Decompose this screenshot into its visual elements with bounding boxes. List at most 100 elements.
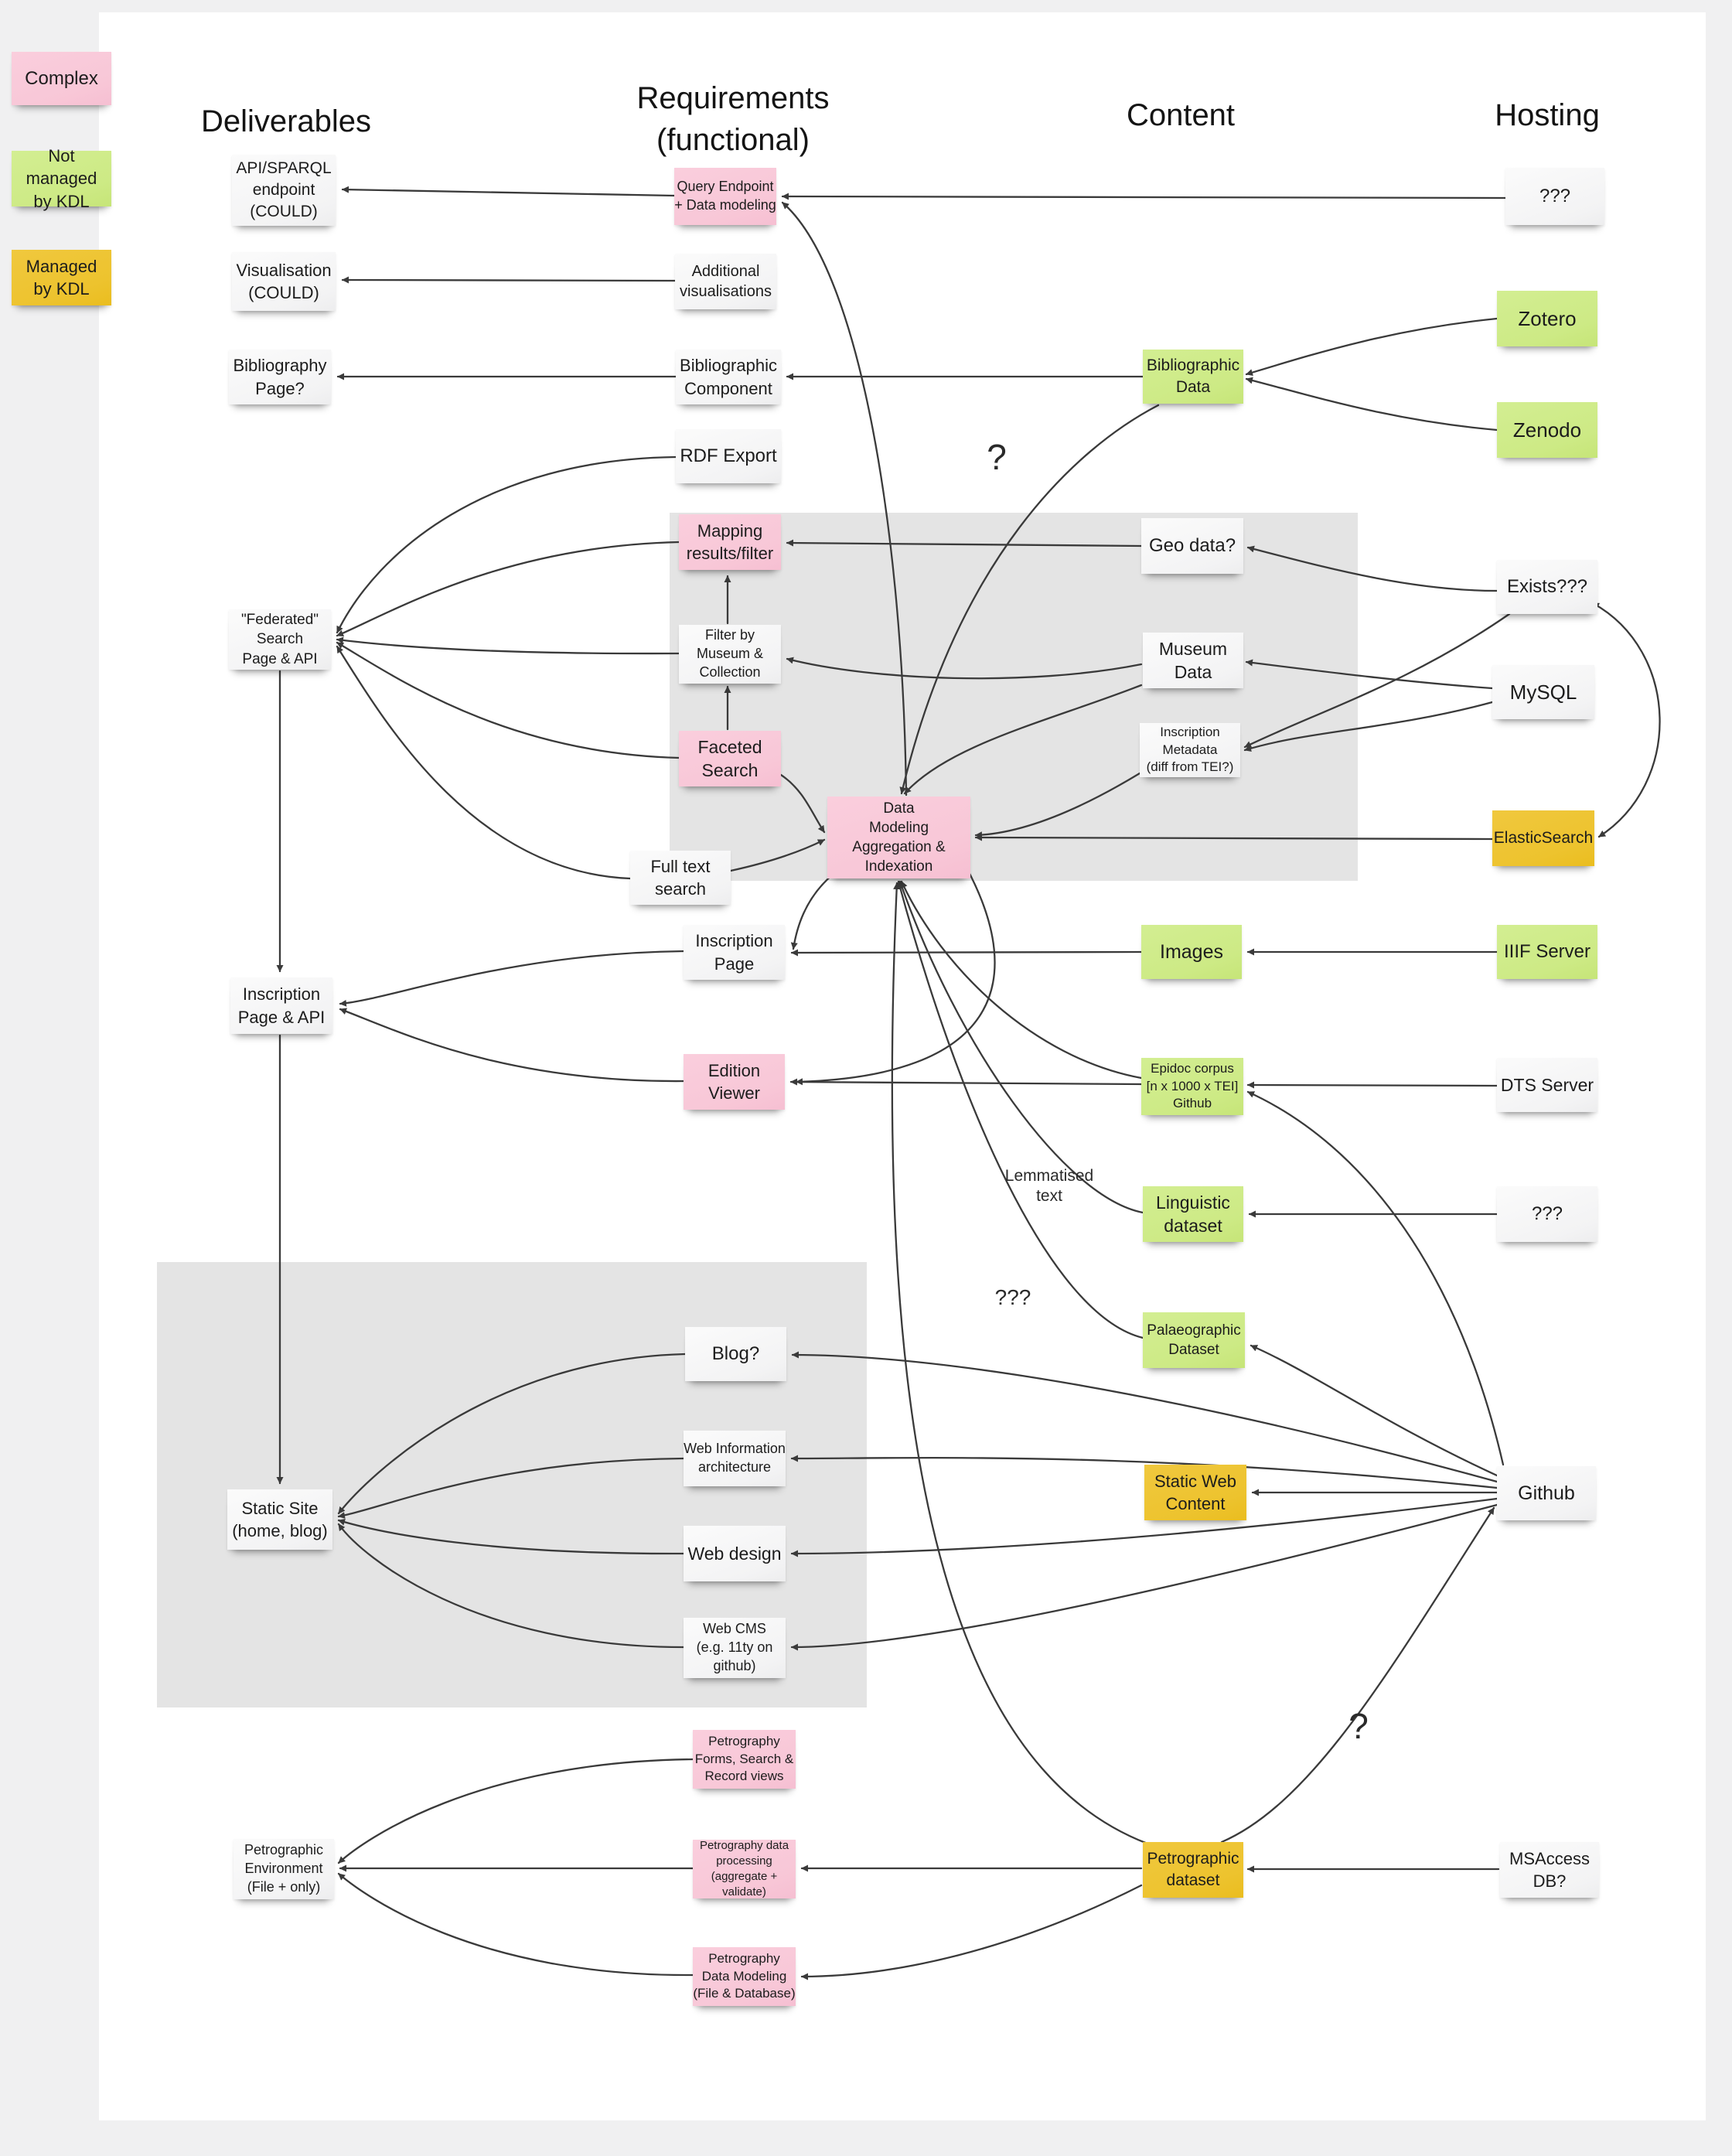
node-petrography-data-modeling[interactable]: Petrography Data Modeling (File & Databa… bbox=[693, 1947, 796, 2006]
edge-zenodo_to_bib-data bbox=[1245, 377, 1498, 432]
edge-dts_to_epidoc bbox=[1246, 1081, 1498, 1089]
node-filter-museum[interactable]: Filter by Museum & Collection bbox=[679, 625, 781, 684]
edge-web-cms_to_static-site bbox=[337, 1523, 685, 1649]
node-linguistic-dataset[interactable]: Linguistic dataset bbox=[1143, 1186, 1243, 1242]
edge-additional-vis_to_visualisation bbox=[341, 276, 677, 284]
node-web-cms[interactable]: Web CMS (e.g. 11ty on github) bbox=[684, 1618, 786, 1678]
legend-managed: Managed by KDL bbox=[12, 250, 111, 305]
node-bibliography-page[interactable]: Bibliography Page? bbox=[229, 350, 331, 404]
edge-github_to_blog bbox=[791, 1351, 1498, 1483]
edge-inscription-page_to_ip-api bbox=[339, 950, 685, 1007]
legend-not-managed: Not managed by KDL bbox=[12, 146, 111, 211]
edge-pet-dataset_to_data-modeling bbox=[891, 882, 1149, 1845]
node-images[interactable]: Images bbox=[1141, 925, 1242, 979]
node-data-modeling[interactable]: Data Modeling Aggregation & Indexation bbox=[827, 797, 970, 878]
edge-faceted_to_data-modeling bbox=[779, 773, 826, 834]
edge-data-modeling_to_edition-viewer bbox=[795, 866, 996, 1086]
edge-data-modeling_to_inscription-page bbox=[790, 872, 835, 950]
node-palaeographic-dataset[interactable]: Palaeographic Dataset bbox=[1143, 1312, 1245, 1368]
legend-complex: Complex bbox=[12, 52, 111, 105]
edge-fulltext_to_federated bbox=[336, 645, 632, 880]
node-full-text-search[interactable]: Full text search bbox=[630, 851, 731, 905]
node-inscription-page-api[interactable]: Inscription Page & API bbox=[230, 977, 332, 1034]
node-rdf-export[interactable]: RDF Export bbox=[676, 429, 781, 483]
edge-unknown-top_to_query-endpoint bbox=[781, 193, 1507, 200]
annotation-question-github-petrography: ? bbox=[1348, 1706, 1369, 1746]
node-exists[interactable]: Exists??? bbox=[1497, 560, 1597, 614]
edge-web-design_to_static-site bbox=[337, 1518, 685, 1555]
node-mysql[interactable]: MySQL bbox=[1492, 665, 1594, 719]
edge-museum-data_to_data-modeling bbox=[903, 684, 1143, 795]
node-geo-data[interactable]: Geo data? bbox=[1141, 518, 1243, 574]
edge-images_to_inscription-page bbox=[790, 949, 1143, 957]
node-api-sparql[interactable]: API/SPARQL endpoint (COULD) bbox=[232, 155, 336, 226]
node-museum-data[interactable]: Museum Data bbox=[1143, 633, 1243, 688]
node-federated-search[interactable]: "Federated" Search Page & API bbox=[229, 609, 331, 670]
edge-zotero_to_bib-data bbox=[1245, 317, 1498, 376]
node-faceted-search[interactable]: Faceted Search bbox=[679, 731, 781, 786]
node-mapping-results[interactable]: Mapping results/filter bbox=[679, 514, 781, 570]
edge-exists_elasticsearch_link bbox=[1591, 602, 1661, 838]
edge-faceted_to_federated bbox=[336, 641, 680, 759]
node-static-site[interactable]: Static Site (home, blog) bbox=[227, 1489, 332, 1550]
edge-fulltext_to_data-modeling bbox=[729, 838, 826, 872]
edge-blog_to_static-site bbox=[337, 1353, 687, 1515]
edge-github_to_palaeographic bbox=[1250, 1344, 1498, 1477]
edge-exists_to_geo-data bbox=[1246, 545, 1498, 592]
edge-pet-dataset_to_petrography-modeling bbox=[800, 1884, 1143, 1980]
edge-exists_to_inscription-metadata bbox=[1243, 612, 1511, 749]
edge-query-endpoint_to_api-sparql bbox=[341, 186, 676, 197]
edge-elasticsearch_to_data-modeling bbox=[974, 834, 1494, 841]
edge-geo-data_to_mapping bbox=[786, 539, 1143, 548]
edge-mysql_to_museum-data bbox=[1245, 659, 1494, 690]
edge-github_to_web-cms bbox=[790, 1503, 1498, 1651]
edge-mysql_to_inscription-metadata bbox=[1243, 701, 1494, 752]
node-inscription-metadata[interactable]: Inscription Metadata (diff from TEI?) bbox=[1140, 723, 1240, 777]
edge-palaeographic_to_data-modeling bbox=[896, 880, 1144, 1339]
annotation-question-bibdata: ? bbox=[987, 437, 1007, 477]
node-web-info-architecture[interactable]: Web Information architecture bbox=[684, 1431, 786, 1486]
edge-petrography-modeling_to_pet-env bbox=[337, 1872, 694, 1977]
edge-github_to_web-info bbox=[790, 1455, 1498, 1489]
edge-epidoc_to_edition-viewer bbox=[789, 1078, 1143, 1086]
node-msaccess-db[interactable]: MSAccess DB? bbox=[1500, 1842, 1599, 1898]
edge-bib-data_to_data-modeling bbox=[899, 404, 1160, 795]
node-zenodo[interactable]: Zenodo bbox=[1497, 402, 1597, 458]
node-blog[interactable]: Blog? bbox=[685, 1327, 786, 1381]
node-dts-server[interactable]: DTS Server bbox=[1497, 1058, 1597, 1112]
node-static-web-content[interactable]: Static Web Content bbox=[1144, 1465, 1246, 1520]
edge-filter_to_federated bbox=[336, 636, 680, 655]
header-requirements: Requirements (functional) bbox=[636, 81, 830, 157]
edge-museum-data_to_filter bbox=[786, 657, 1143, 680]
node-petrography-forms[interactable]: Petrography Forms, Search & Record views bbox=[693, 1730, 796, 1789]
node-petrography-data-processing[interactable]: Petrography data processing (aggregate +… bbox=[693, 1839, 796, 1898]
edge-epidoc_to_data-modeling bbox=[900, 880, 1143, 1080]
node-inscription-page[interactable]: Inscription Page bbox=[684, 925, 785, 980]
node-hosting-unknown-mid[interactable]: ??? bbox=[1497, 1186, 1597, 1242]
edge-github_to_epidoc bbox=[1246, 1090, 1505, 1466]
header-content: Content bbox=[1126, 98, 1236, 132]
edge-edition-viewer_to_ip-api bbox=[339, 1008, 685, 1083]
edge-web-info_to_static-site bbox=[337, 1457, 685, 1519]
edge-data-modeling_to_query-endpoint bbox=[781, 201, 908, 797]
node-web-design[interactable]: Web design bbox=[684, 1526, 786, 1581]
node-github[interactable]: Github bbox=[1497, 1466, 1596, 1520]
node-bibliographic-data[interactable]: Bibliographic Data bbox=[1143, 350, 1243, 404]
node-additional-visualisations[interactable]: Additional visualisations bbox=[675, 254, 776, 309]
node-petrographic-environment[interactable]: Petrographic Environment (File + only) bbox=[234, 1839, 334, 1899]
node-edition-viewer[interactable]: Edition Viewer bbox=[684, 1054, 785, 1110]
node-epidoc-corpus[interactable]: Epidoc corpus [n x 1000 x TEI] Github bbox=[1141, 1058, 1243, 1115]
edge-github_to_web-design bbox=[790, 1497, 1498, 1557]
node-zotero[interactable]: Zotero bbox=[1497, 291, 1597, 346]
node-iiif-server[interactable]: IIIF Server bbox=[1497, 925, 1597, 979]
node-visualisation[interactable]: Visualisation (COULD) bbox=[232, 252, 336, 311]
node-elasticsearch[interactable]: ElasticSearch bbox=[1492, 810, 1594, 866]
node-petrographic-dataset[interactable]: Petrographic dataset bbox=[1143, 1842, 1243, 1898]
node-hosting-unknown-top[interactable]: ??? bbox=[1505, 168, 1604, 225]
node-query-endpoint[interactable]: Query Endpoint + Data modeling bbox=[674, 168, 776, 225]
edge-inscription-metadata_to_data-modeling bbox=[974, 772, 1141, 839]
edge-pet-dataset_to_github bbox=[1220, 1506, 1495, 1844]
edge-linguistic_to_data-modeling bbox=[898, 880, 1144, 1214]
node-bibliographic-component[interactable]: Bibliographic Component bbox=[676, 350, 781, 404]
